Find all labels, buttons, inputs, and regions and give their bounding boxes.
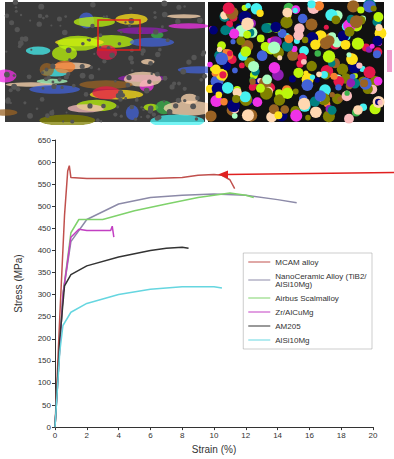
svg-text:10: 10 — [210, 431, 219, 440]
svg-text:18: 18 — [337, 431, 346, 440]
svg-text:350: 350 — [38, 268, 52, 277]
svg-text:AlSi10Mg: AlSi10Mg — [275, 336, 309, 345]
svg-text:8: 8 — [180, 431, 185, 440]
svg-text:450: 450 — [38, 224, 52, 233]
svg-text:4: 4 — [116, 431, 121, 440]
svg-text:Strain (%): Strain (%) — [192, 444, 236, 455]
svg-text:MCAM alloy: MCAM alloy — [275, 258, 318, 267]
svg-text:500: 500 — [38, 202, 52, 211]
svg-text:250: 250 — [38, 312, 52, 321]
svg-text:2: 2 — [85, 431, 90, 440]
svg-text:400: 400 — [38, 246, 52, 255]
svg-text:0: 0 — [47, 423, 52, 432]
svg-text:200: 200 — [38, 334, 52, 343]
svg-text:300: 300 — [38, 290, 52, 299]
svg-text:650: 650 — [38, 136, 52, 145]
svg-text:6: 6 — [148, 431, 153, 440]
svg-text:Stress (MPa): Stress (MPa) — [13, 254, 24, 312]
svg-text:550: 550 — [38, 180, 52, 189]
svg-text:14: 14 — [273, 431, 282, 440]
svg-text:Zr/AlCuMg: Zr/AlCuMg — [275, 308, 313, 317]
svg-text:Airbus Scalmalloy: Airbus Scalmalloy — [275, 294, 339, 303]
svg-text:AlSi10Mg): AlSi10Mg) — [275, 280, 312, 289]
svg-text:600: 600 — [38, 158, 52, 167]
svg-text:150: 150 — [38, 356, 52, 365]
svg-text:16: 16 — [305, 431, 314, 440]
svg-text:0: 0 — [53, 431, 58, 440]
svg-text:50: 50 — [42, 401, 51, 410]
svg-text:12: 12 — [241, 431, 250, 440]
svg-text:AM205: AM205 — [275, 322, 301, 331]
svg-text:NanoCeramic Alloy (TiB2/: NanoCeramic Alloy (TiB2/ — [275, 271, 367, 281]
svg-text:100: 100 — [38, 378, 52, 387]
svg-text:20: 20 — [369, 431, 378, 440]
